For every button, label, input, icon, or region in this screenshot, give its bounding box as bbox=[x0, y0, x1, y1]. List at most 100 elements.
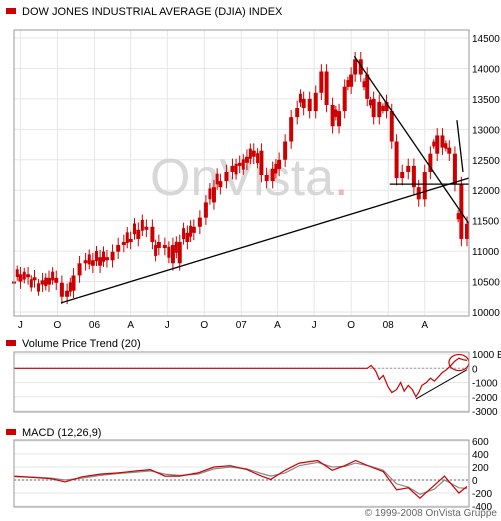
x-tick-label: J bbox=[312, 320, 317, 331]
candle-body bbox=[274, 163, 278, 174]
candle-body bbox=[197, 217, 202, 227]
y-tick-label: -3000 B bbox=[472, 407, 501, 418]
candle-body bbox=[295, 108, 300, 118]
candle-body bbox=[128, 238, 133, 242]
candle-body bbox=[394, 141, 399, 179]
y-tick-label: 1000 B bbox=[472, 350, 501, 361]
candle-body bbox=[54, 277, 59, 283]
candle-body bbox=[140, 219, 144, 231]
candle-body bbox=[447, 147, 452, 154]
candle-body bbox=[125, 232, 129, 243]
x-tick-label: A bbox=[127, 320, 134, 331]
candle-body bbox=[65, 290, 70, 297]
candle-body bbox=[170, 245, 175, 264]
vpt-plot-frame bbox=[13, 351, 470, 413]
candle-body bbox=[51, 271, 55, 281]
y-tick-label: 400 bbox=[472, 450, 489, 461]
candle-body bbox=[182, 228, 186, 240]
candle-body bbox=[365, 74, 370, 99]
candle-body bbox=[15, 269, 19, 277]
candle-body bbox=[432, 141, 436, 147]
vpt-legend-swatch bbox=[6, 340, 16, 346]
candle-body bbox=[77, 263, 82, 276]
candle-body bbox=[313, 92, 318, 112]
candle-body bbox=[218, 181, 223, 188]
candle-body bbox=[40, 280, 45, 285]
candle-body bbox=[452, 153, 457, 185]
candle-body bbox=[319, 71, 324, 93]
candle-body bbox=[384, 101, 389, 112]
x-tick-label: O bbox=[347, 320, 355, 331]
candle-body bbox=[162, 245, 167, 249]
y-tick-label: 14500 bbox=[472, 34, 500, 45]
candle-body bbox=[156, 241, 161, 249]
y-tick-label: 0 bbox=[472, 476, 478, 487]
watermark: OnVista. bbox=[150, 149, 348, 207]
candle-body bbox=[346, 80, 350, 87]
candle-body bbox=[307, 98, 312, 112]
macd-panel-title: MACD (12,26,9) bbox=[22, 427, 101, 439]
candle-body bbox=[203, 202, 208, 218]
candle-body bbox=[289, 117, 294, 142]
candle-body bbox=[110, 251, 115, 261]
candle-body bbox=[337, 111, 342, 127]
candle-body bbox=[444, 143, 448, 149]
x-tick-label: 08 bbox=[383, 320, 395, 331]
y-tick-label: 600 bbox=[472, 437, 489, 448]
candle-body bbox=[59, 282, 64, 297]
candle-body bbox=[251, 150, 256, 157]
candle-body bbox=[334, 109, 338, 117]
y-tick-label: 200 bbox=[472, 463, 489, 474]
y-tick-label: -2000 B bbox=[472, 393, 501, 404]
x-tick-label: A bbox=[421, 320, 428, 331]
x-tick-label: J bbox=[18, 320, 23, 331]
candle-body bbox=[185, 232, 190, 242]
y-tick-label: 12500 bbox=[472, 156, 500, 167]
y-tick-label: -1000 B bbox=[472, 379, 501, 390]
x-tick-label: 06 bbox=[89, 320, 101, 331]
candle-body bbox=[211, 187, 216, 203]
candle-body bbox=[234, 163, 238, 175]
candle-body bbox=[440, 135, 445, 148]
candle-body bbox=[22, 271, 26, 280]
candle-body bbox=[44, 277, 48, 287]
candle-body bbox=[37, 283, 41, 292]
candle-body bbox=[301, 98, 306, 109]
candle-body bbox=[264, 175, 269, 182]
vpt-panel: Volume Price Trend (20) 1000 B 0 -1000 B -2… bbox=[6, 338, 501, 418]
candle-body bbox=[230, 165, 235, 172]
trendline bbox=[60, 177, 470, 304]
candle-body bbox=[121, 241, 126, 246]
candle-body bbox=[167, 246, 171, 258]
candle-body bbox=[68, 282, 72, 292]
copyright-text: © 1999-2008 OnVista Gruppe bbox=[364, 508, 497, 519]
candle-body bbox=[342, 86, 347, 112]
candle-body bbox=[144, 226, 149, 230]
candle-body bbox=[215, 173, 219, 185]
candle-body bbox=[174, 241, 178, 253]
vpt-panel-title: Volume Price Trend (20) bbox=[22, 338, 141, 350]
candle-body bbox=[248, 148, 252, 159]
macd-line bbox=[13, 459, 468, 500]
candle-body bbox=[29, 279, 33, 288]
candle-body bbox=[237, 162, 242, 166]
vpt-line bbox=[14, 357, 468, 399]
candle-body bbox=[104, 257, 109, 261]
y-tick-label: -200 bbox=[472, 489, 492, 500]
candle-body bbox=[456, 213, 460, 220]
y-tick-label: 11000 bbox=[472, 247, 500, 258]
candle-body bbox=[400, 171, 405, 179]
candle-body bbox=[26, 274, 31, 278]
candle-body bbox=[353, 59, 358, 75]
candle-body bbox=[362, 81, 366, 88]
candle-body bbox=[154, 245, 158, 256]
candle-body bbox=[464, 223, 469, 239]
candle-body bbox=[208, 188, 212, 200]
candle-body bbox=[435, 135, 440, 154]
y-tick-label: 14000 bbox=[472, 64, 500, 75]
y-tick-label: 13000 bbox=[472, 125, 500, 136]
y-tick-label: 11500 bbox=[472, 217, 500, 228]
candle-body bbox=[256, 153, 260, 164]
y-tick-label: 10000 bbox=[472, 308, 500, 319]
